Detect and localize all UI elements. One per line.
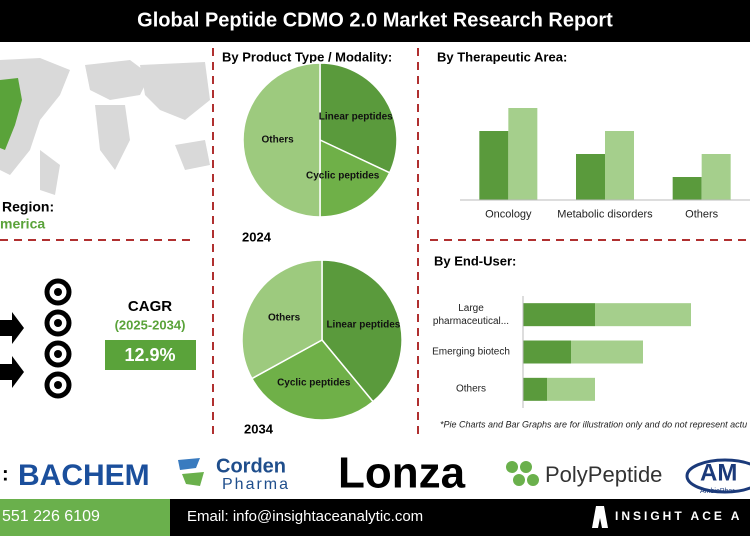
logo-mark: [178, 458, 204, 486]
logo-mark: [506, 461, 539, 486]
slice-label: Linear peptides: [318, 111, 393, 123]
bar: [595, 303, 691, 327]
slice-label: Linear peptides: [326, 319, 401, 331]
world-map: [0, 58, 210, 195]
brand: INSIGHT ACE A: [615, 509, 742, 523]
slice-label: Others: [268, 312, 301, 324]
pie-slice: [242, 62, 321, 218]
cagr-box: [105, 340, 196, 370]
chart-title: By End-User:: [434, 253, 516, 268]
note: *Pie Charts and Bar Graphs are for illus…: [440, 419, 747, 429]
slice-label: Cyclic peptides: [306, 170, 380, 182]
pie-slice: [321, 259, 403, 403]
brand-icon: [592, 506, 608, 528]
year-label: 2034: [244, 421, 274, 436]
bar: [672, 177, 702, 200]
cagr-label: CAGR: [128, 298, 172, 315]
footer-bar: [170, 499, 750, 536]
y-tick-label: Emerging biotech: [432, 346, 510, 358]
bar: [547, 377, 595, 401]
cagr-period: (2025-2034): [115, 317, 186, 332]
email: Email: info@insightaceanalytic.com: [187, 508, 423, 525]
x-tick-label: Metabolic disorders: [557, 208, 653, 221]
x-tick-label: Oncology: [485, 208, 532, 221]
header-bar: [0, 0, 750, 42]
key-players-label: :: [2, 463, 9, 485]
pie-slice: [250, 339, 375, 421]
y-tick-label: Others: [455, 383, 486, 395]
x-tick-label: Others: [685, 208, 719, 221]
title: Global Peptide CDMO 2.0 Market Research …: [137, 9, 613, 31]
logo: Pharma: [222, 476, 290, 493]
flow-dots: [54, 288, 62, 389]
y-tick-label: Large pharmaceutical...: [432, 302, 510, 327]
logo: AM: [700, 459, 737, 486]
bar: [508, 108, 538, 200]
phone: 551 226 6109: [2, 508, 100, 525]
chart-title: By Product Type / Modality:: [222, 49, 392, 64]
chart-title: By Therapeutic Area:: [437, 49, 567, 64]
bar: [576, 154, 605, 200]
region-label: Region:: [2, 199, 54, 215]
bar: [523, 303, 595, 327]
cagr-value: 12.9%: [124, 345, 175, 365]
slice-label: Cyclic peptides: [277, 377, 351, 389]
pie-slice: [241, 259, 323, 380]
bar: [571, 340, 643, 364]
logo: BACHEM: [18, 459, 150, 492]
logo: Lonza: [338, 449, 466, 498]
logo: PolyPeptide: [545, 462, 662, 487]
slice-label: Others: [261, 134, 294, 146]
year-label: 2024: [242, 229, 272, 244]
bar: [523, 340, 571, 364]
bar: [523, 377, 547, 401]
phone-box: [0, 499, 170, 536]
flow-icon: [44, 278, 72, 399]
region-value: merica: [0, 216, 45, 232]
pie-slice: [319, 138, 391, 218]
logo-mark: [685, 458, 750, 494]
region-highlight: [0, 78, 22, 150]
logo: Corden: [216, 455, 286, 477]
logo: AmbioPhar: [700, 488, 735, 495]
pie-slice: [319, 62, 398, 174]
bar: [701, 154, 731, 200]
bar: [605, 131, 634, 200]
bar: [479, 131, 509, 200]
arrow-icons: [0, 312, 24, 388]
